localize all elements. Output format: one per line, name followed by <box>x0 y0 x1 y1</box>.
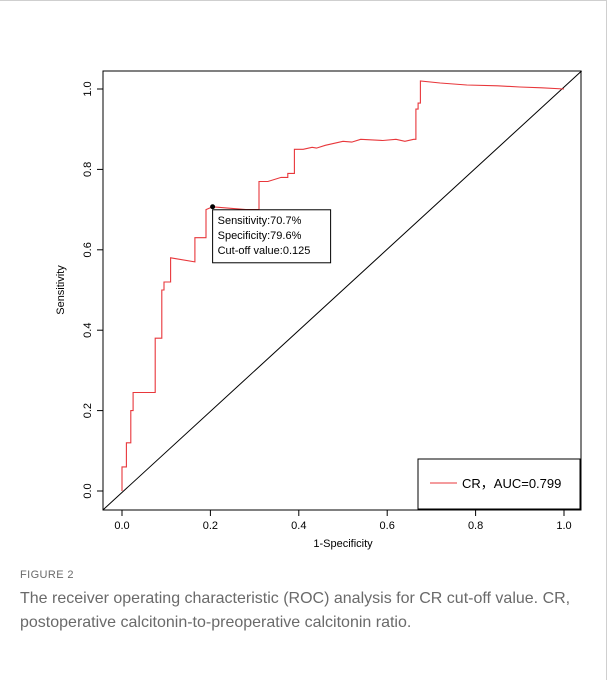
x-tick-label: 0.6 <box>380 520 395 532</box>
y-tick-label: 0.0 <box>82 483 94 498</box>
y-axis: 0.0 0.2 0.4 0.6 0.8 1.0 <box>82 81 103 499</box>
x-tick-label: 0.2 <box>203 520 218 532</box>
annotation-specificity: Specificity:79.6% <box>218 230 302 242</box>
cutoff-point <box>210 204 216 210</box>
annotation-sensitivity: Sensitivity:70.7% <box>218 215 302 227</box>
x-tick-label: 0.4 <box>291 520 306 532</box>
x-tick-label: 0.0 <box>114 520 129 532</box>
x-axis-title: 1-Specificity <box>313 538 373 550</box>
legend: CR，AUC=0.799 <box>417 458 581 510</box>
figure-label: FIGURE 2 <box>20 569 74 581</box>
roc-chart: 0.0 0.2 0.4 0.6 0.8 1.0 0.0 0.2 0.4 0.6 0.8 1.0 Se… <box>55 70 583 550</box>
legend-label: CR，AUC=0.799 <box>462 476 561 491</box>
x-tick-label: 1.0 <box>556 520 571 532</box>
y-tick-label: 0.4 <box>82 323 94 338</box>
cutoff-annotation: Sensitivity:70.7% Specificity:79.6% Cut-… <box>210 204 332 264</box>
roc-curve-line <box>121 80 565 491</box>
annotation-cutoff: Cut-off value:0.125 <box>218 245 311 257</box>
y-tick-label: 0.2 <box>82 403 94 418</box>
legend-box <box>417 458 581 510</box>
y-tick-label: 1.0 <box>82 81 94 96</box>
y-tick-label: 0.6 <box>82 242 94 257</box>
plot-area-border <box>102 70 582 511</box>
y-axis-title: Sensitivity <box>55 265 67 315</box>
x-axis: 0.0 0.2 0.4 0.6 0.8 1.0 <box>114 510 572 532</box>
x-tick-label: 0.8 <box>468 520 483 532</box>
figure-caption: The receiver operating characteristic (R… <box>20 590 571 631</box>
y-tick-label: 0.8 <box>82 162 94 177</box>
annotation-box <box>212 209 332 264</box>
reference-diagonal-line <box>102 70 583 511</box>
